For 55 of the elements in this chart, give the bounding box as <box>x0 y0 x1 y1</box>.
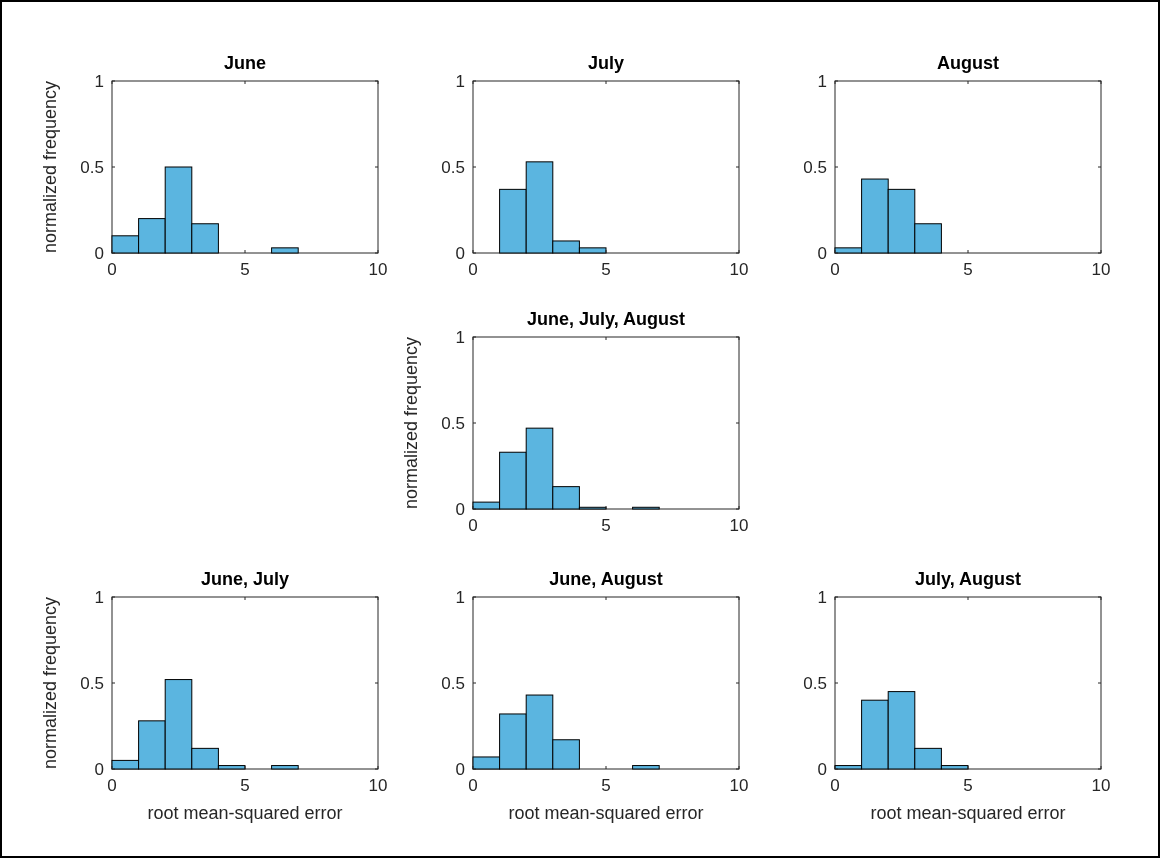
y-tick-label: 0.5 <box>80 673 104 693</box>
y-tick-label: 1 <box>94 587 104 607</box>
chart-title: July <box>587 53 625 73</box>
x-axis-title: root mean-squared error <box>870 803 1066 823</box>
x-tick-label: 10 <box>729 260 749 279</box>
y-tick-label: 0.5 <box>441 413 465 433</box>
x-tick-label: 5 <box>601 776 611 795</box>
y-tick-label: 1 <box>817 587 827 607</box>
y-axis-title: normalized frequency <box>40 80 60 254</box>
y-tick-label: 0.5 <box>803 157 827 177</box>
x-tick-label: 5 <box>601 516 611 535</box>
x-tick-label: 5 <box>963 776 973 795</box>
chart-title: June, July <box>200 569 290 589</box>
x-tick-label: 5 <box>963 260 973 279</box>
chart-title: June, August <box>549 569 663 589</box>
y-tick-label: 1 <box>455 587 465 607</box>
y-tick-label: 0 <box>455 243 465 263</box>
x-tick-label: 0 <box>468 776 478 795</box>
x-tick-label: 5 <box>240 776 250 795</box>
chart-title: August <box>937 53 999 73</box>
y-tick-label: 0 <box>455 759 465 779</box>
y-tick-label: 0.5 <box>441 673 465 693</box>
y-tick-label: 1 <box>817 71 827 91</box>
x-tick-label: 0 <box>107 776 117 795</box>
y-tick-label: 0.5 <box>803 673 827 693</box>
y-tick-label: 1 <box>94 71 104 91</box>
x-axis-title: root mean-squared error <box>508 803 704 823</box>
y-tick-label: 1 <box>455 327 465 347</box>
y-tick-label: 1 <box>455 71 465 91</box>
y-tick-label: 0 <box>817 243 827 263</box>
x-tick-label: 0 <box>830 260 840 279</box>
x-axis-title: root mean-squared error <box>147 803 343 823</box>
chart-title: July, August <box>914 569 1022 589</box>
x-tick-label: 10 <box>729 776 749 795</box>
y-axis-title: normalized frequency <box>401 336 421 510</box>
x-tick-label: 5 <box>240 260 250 279</box>
y-tick-label: 0 <box>455 499 465 519</box>
x-tick-label: 10 <box>368 776 388 795</box>
x-tick-label: 0 <box>107 260 117 279</box>
x-tick-label: 5 <box>601 260 611 279</box>
y-tick-label: 0 <box>94 243 104 263</box>
y-tick-label: 0.5 <box>441 157 465 177</box>
chart-title: June <box>223 53 267 73</box>
x-tick-label: 0 <box>830 776 840 795</box>
x-tick-label: 0 <box>468 516 478 535</box>
x-tick-label: 10 <box>368 260 388 279</box>
y-tick-label: 0.5 <box>80 157 104 177</box>
chart-title: June, July, August <box>526 309 686 329</box>
y-tick-label: 0 <box>94 759 104 779</box>
x-tick-label: 10 <box>1091 776 1111 795</box>
x-tick-label: 10 <box>729 516 749 535</box>
y-axis-title: normalized frequency <box>40 596 60 770</box>
x-tick-label: 10 <box>1091 260 1111 279</box>
x-tick-label: 0 <box>468 260 478 279</box>
y-tick-label: 0 <box>817 759 827 779</box>
